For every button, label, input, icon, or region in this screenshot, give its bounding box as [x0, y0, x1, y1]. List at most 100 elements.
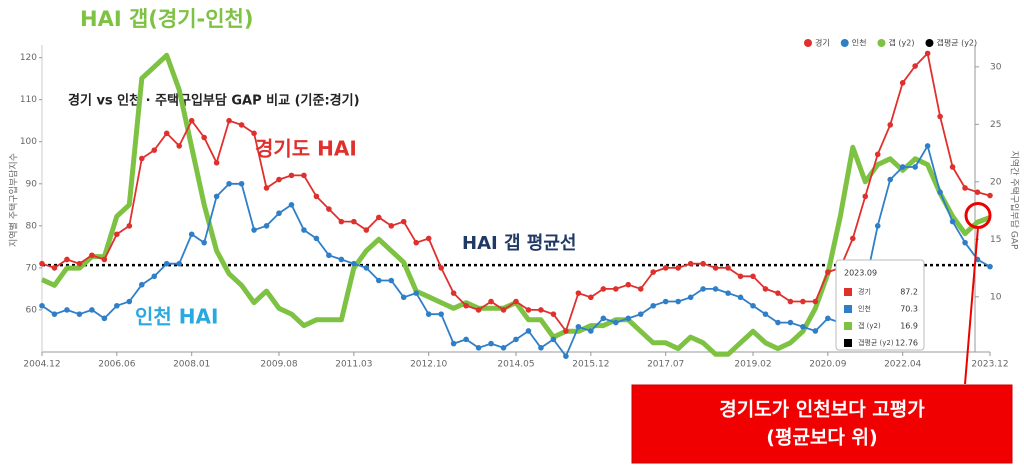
data-point	[114, 231, 120, 238]
data-point	[912, 164, 918, 170]
legend-marker	[925, 39, 934, 47]
data-point	[251, 130, 257, 137]
data-point	[637, 311, 644, 317]
data-point	[338, 256, 345, 263]
tooltip-value: 16.9	[900, 322, 918, 331]
data-point	[425, 235, 432, 242]
data-point	[101, 256, 108, 263]
data-point	[276, 176, 282, 183]
data-point	[550, 311, 557, 317]
chart-title: 경기 vs 인천 · 주택구입부담 GAP 비교 (기준:경기)	[68, 93, 360, 109]
data-point	[39, 302, 45, 309]
data-point	[775, 290, 781, 296]
y2-tick-label: 10	[990, 292, 1002, 302]
data-point	[700, 286, 706, 292]
y-tick-label: 60	[26, 305, 38, 315]
data-point	[737, 294, 744, 301]
data-point	[612, 286, 619, 292]
data-point	[313, 193, 320, 200]
x-tick-label: 2014.05	[497, 360, 534, 370]
tooltip-title: 2023.09	[844, 269, 877, 278]
x-tick-label: 2015.12	[572, 360, 609, 370]
data-point	[712, 286, 719, 292]
data-point	[151, 147, 158, 153]
data-point	[126, 298, 133, 305]
data-point	[625, 315, 632, 322]
data-point	[450, 340, 457, 347]
data-point	[313, 235, 320, 242]
data-point	[76, 260, 83, 267]
data-point	[600, 286, 607, 292]
data-point	[213, 193, 220, 200]
data-point	[500, 307, 507, 313]
data-point	[201, 134, 207, 141]
data-point	[351, 218, 357, 225]
y2-tick-label: 20	[990, 177, 1002, 187]
data-point	[450, 290, 457, 296]
x-tick-label: 2011.03	[335, 360, 372, 370]
data-point	[937, 189, 943, 195]
data-point	[949, 164, 956, 170]
data-point	[937, 113, 943, 120]
y-tick-label: 110	[20, 95, 37, 105]
data-point	[588, 328, 594, 334]
tooltip-label: 갭평균 (y2)	[858, 338, 894, 347]
data-point	[276, 210, 282, 217]
x-tick-label: 2008.01	[173, 360, 210, 370]
data-point	[725, 265, 731, 271]
data-point	[825, 269, 831, 275]
data-point	[575, 290, 582, 296]
y-tick-label: 100	[20, 137, 37, 147]
data-point	[650, 302, 657, 309]
tooltip-box	[835, 259, 925, 351]
data-point	[438, 311, 444, 317]
data-point	[550, 336, 557, 343]
data-point	[226, 180, 232, 187]
data-point	[849, 235, 856, 242]
legend-label: 갭평균 (y2)	[936, 38, 977, 48]
data-point	[76, 311, 83, 317]
data-point	[475, 307, 482, 313]
data-point	[812, 328, 819, 334]
data-point	[101, 315, 108, 322]
data-point	[762, 286, 769, 292]
data-point	[874, 223, 881, 229]
data-point	[812, 298, 819, 305]
data-point	[488, 340, 494, 347]
data-point	[712, 265, 719, 271]
tooltip-label: 인천	[858, 304, 871, 313]
data-point	[538, 344, 544, 351]
data-point	[64, 256, 70, 263]
y-tick-label: 90	[26, 179, 38, 189]
data-point	[176, 143, 183, 149]
data-point	[912, 63, 918, 69]
data-point	[538, 307, 544, 313]
data-point	[375, 277, 382, 284]
y-tick-label: 80	[26, 221, 38, 231]
data-point	[887, 122, 894, 128]
data-point	[363, 265, 370, 271]
x-tick-label: 2019.02	[734, 360, 771, 370]
data-point	[188, 231, 195, 238]
data-point	[800, 298, 806, 305]
tooltip-value: 70.3	[900, 305, 918, 314]
data-point	[612, 319, 619, 326]
data-point	[513, 336, 519, 343]
legend-marker	[840, 39, 849, 47]
data-point	[525, 307, 532, 313]
data-point	[500, 344, 507, 351]
data-point	[575, 323, 582, 330]
data-point	[188, 117, 195, 124]
data-point	[114, 302, 120, 309]
data-point	[588, 294, 594, 301]
data-point	[51, 311, 58, 317]
x-tick-label: 2020.09	[809, 360, 846, 370]
data-point	[238, 180, 245, 187]
data-point	[226, 117, 232, 124]
x-tick-label: 2017.07	[647, 360, 684, 370]
data-point	[163, 130, 170, 137]
annotation: 인천 HAI	[135, 305, 218, 329]
data-point	[425, 311, 432, 317]
data-point	[800, 323, 806, 330]
y-tick-label: 120	[20, 53, 37, 63]
